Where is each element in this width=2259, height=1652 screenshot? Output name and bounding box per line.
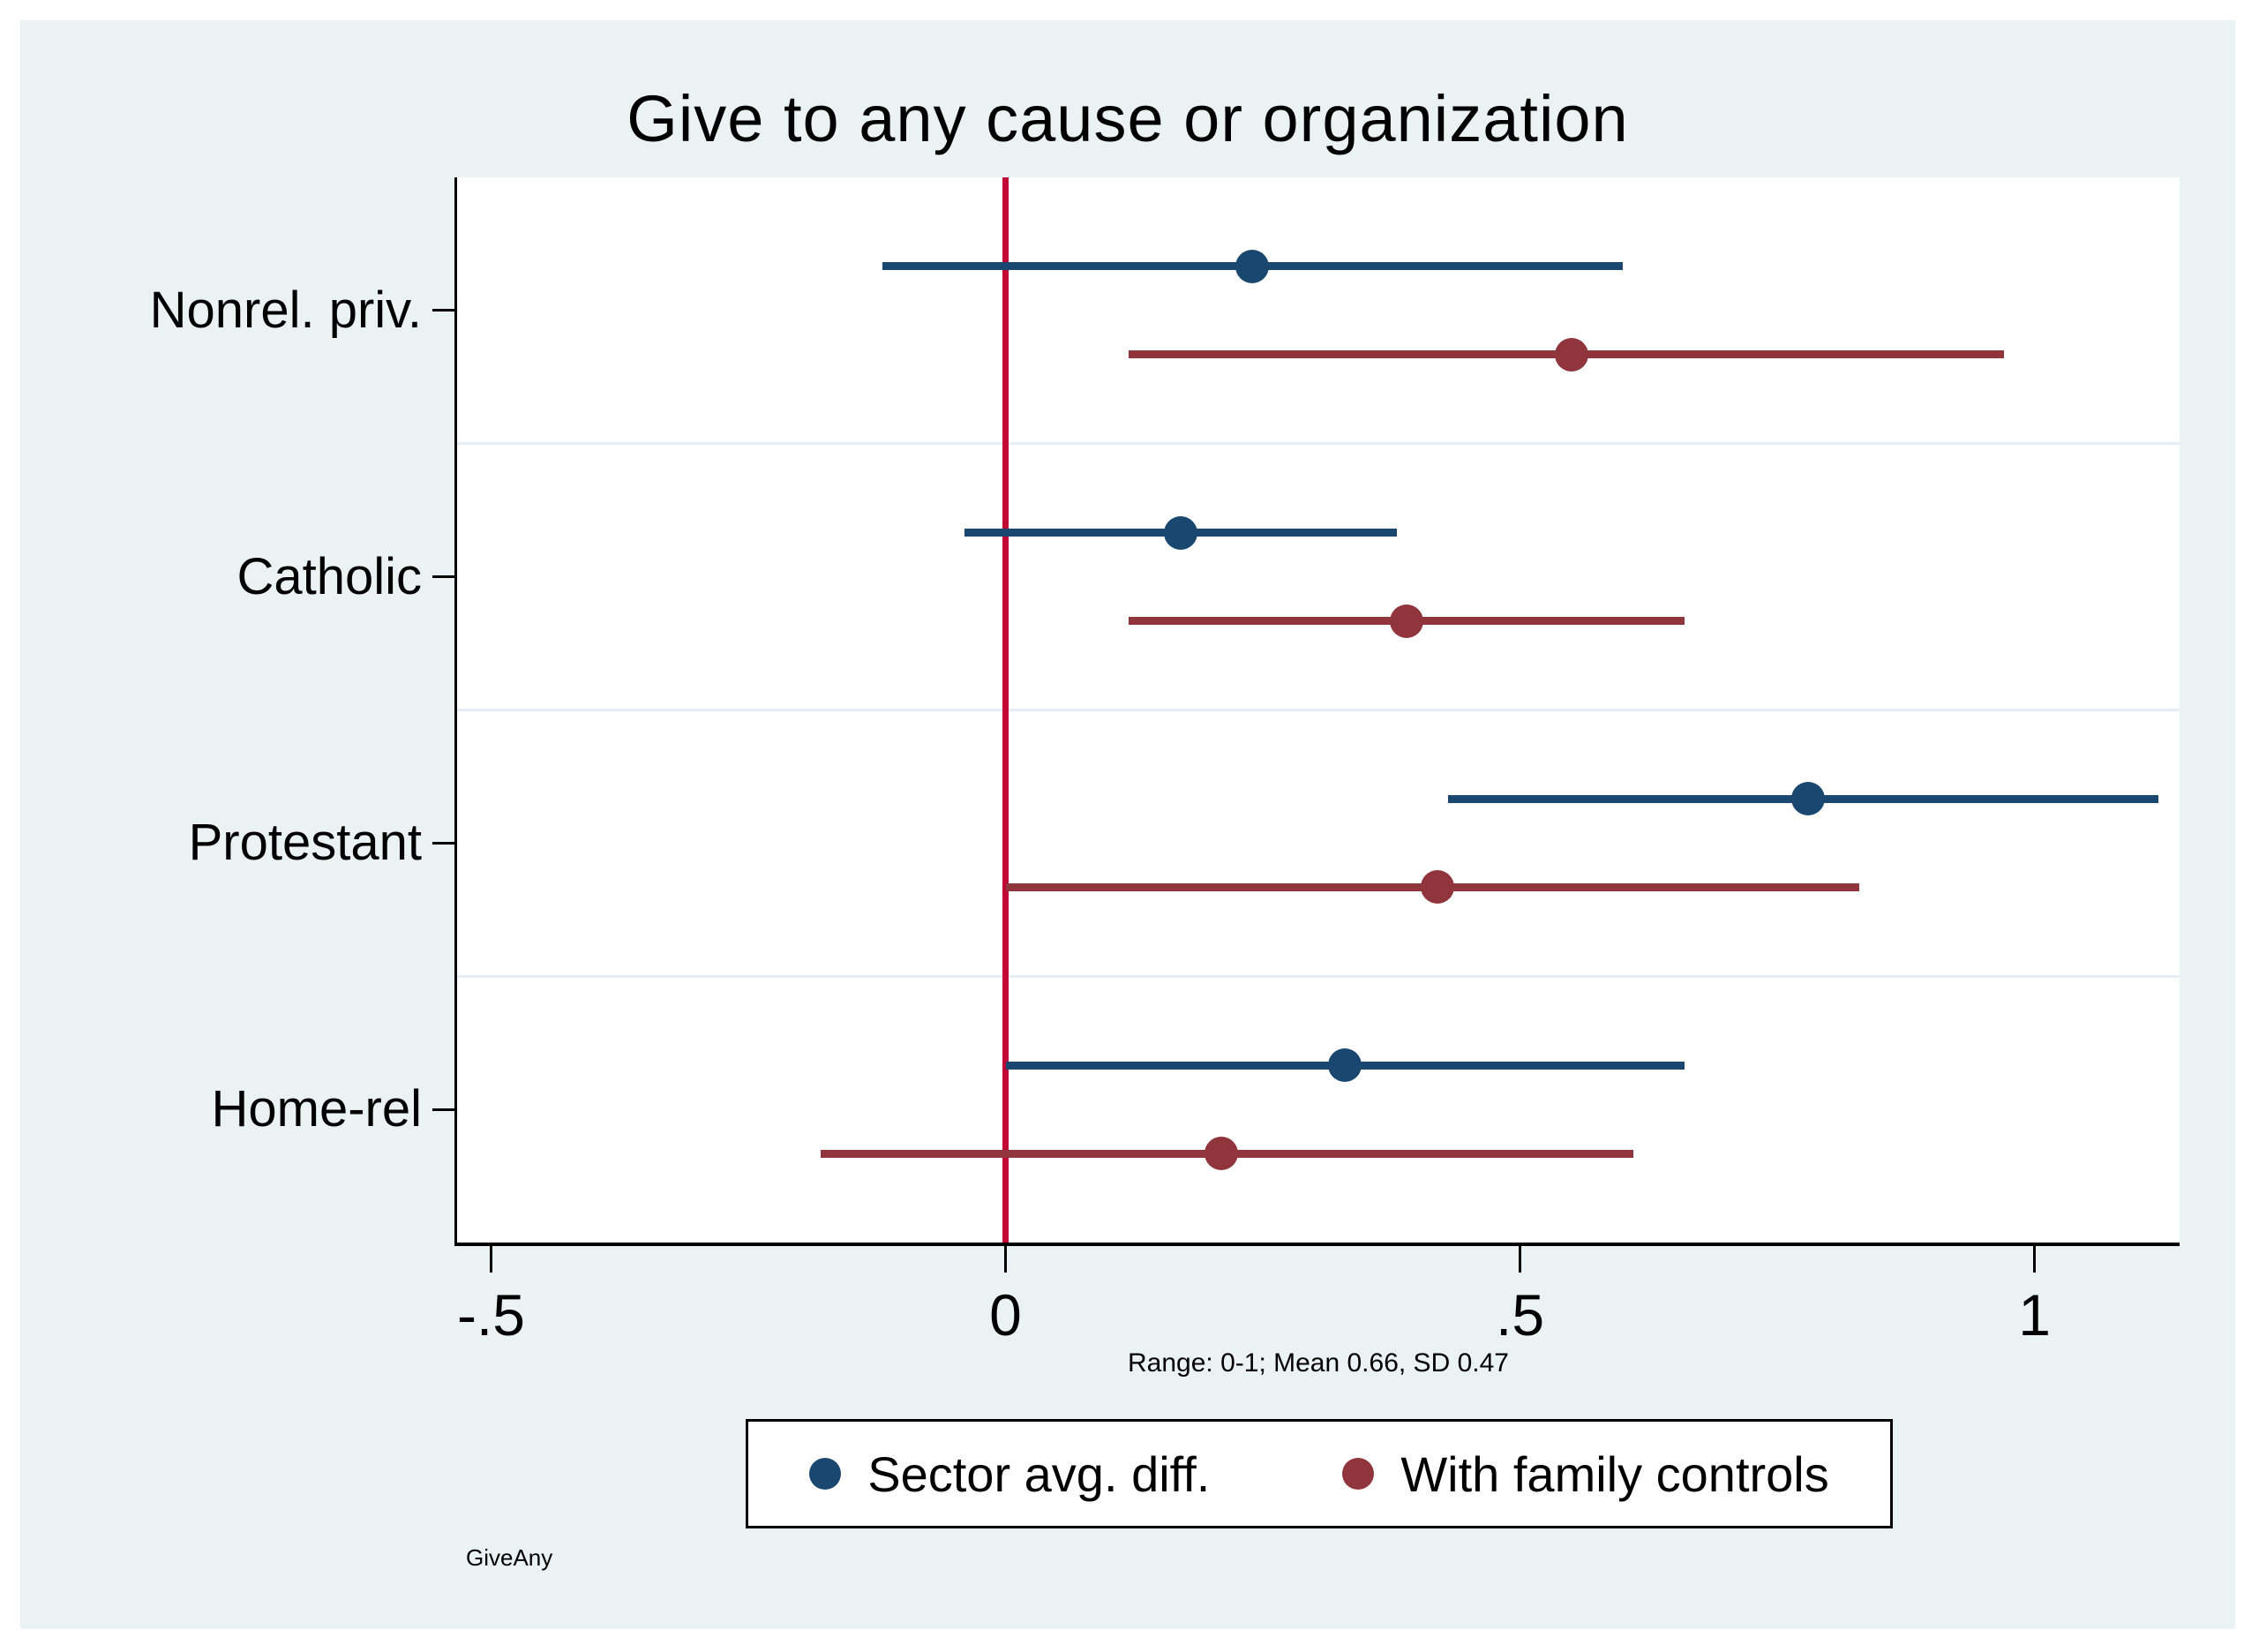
legend-label: Sector avg. diff.: [867, 1446, 1211, 1502]
x-axis-label: 1: [2018, 1282, 2051, 1348]
y-axis-label: Catholic: [236, 547, 422, 605]
estimate-dot: [1791, 782, 1826, 816]
estimate-dot: [1328, 1048, 1362, 1083]
x-axis-label: -.5: [456, 1282, 525, 1348]
estimate-dot: [1421, 870, 1455, 905]
estimate-dot: [1390, 604, 1424, 638]
gridline: [457, 709, 2180, 711]
y-axis-line: [454, 177, 457, 1246]
legend: Sector avg. diff. With family controls: [746, 1419, 1893, 1528]
x-axis-label: .5: [1496, 1282, 1545, 1348]
variable-name-label: GiveAny: [466, 1544, 553, 1571]
x-axis-tick: [1004, 1246, 1007, 1273]
y-axis-tick: [432, 575, 457, 579]
y-axis-tick: [432, 309, 457, 312]
estimate-dot: [1235, 249, 1270, 283]
legend-item-with-family-controls: With family controls: [1342, 1446, 1829, 1503]
chart-title: Give to any cause or organization: [627, 82, 1629, 155]
legend-marker-icon: [809, 1458, 842, 1490]
estimate-dot: [1163, 515, 1197, 550]
estimate-dot: [1554, 337, 1588, 372]
legend-label: With family controls: [1400, 1446, 1829, 1502]
gridline: [457, 974, 2180, 978]
y-axis-label: Nonrel. priv.: [149, 281, 422, 339]
gridline: [457, 442, 2180, 446]
y-axis-label: Protestant: [188, 814, 422, 872]
zero-reference-line: [1002, 177, 1009, 1243]
legend-item-sector-avg-diff: Sector avg. diff.: [809, 1446, 1210, 1503]
estimate-dot: [1205, 1137, 1239, 1171]
plot-area: [457, 177, 2180, 1243]
x-axis-tick: [1519, 1246, 1522, 1273]
legend-marker-icon: [1342, 1458, 1375, 1490]
axis-note: Range: 0-1; Mean 0.66, SD 0.47: [1128, 1348, 1509, 1378]
y-axis-tick: [432, 1108, 457, 1111]
y-axis-label: Home-rel: [211, 1080, 423, 1138]
x-axis-tick: [2033, 1246, 2037, 1273]
x-axis-tick: [489, 1246, 492, 1273]
x-axis-line: [454, 1243, 2180, 1246]
x-axis-label: 0: [989, 1282, 1022, 1348]
y-axis-tick: [432, 841, 457, 845]
